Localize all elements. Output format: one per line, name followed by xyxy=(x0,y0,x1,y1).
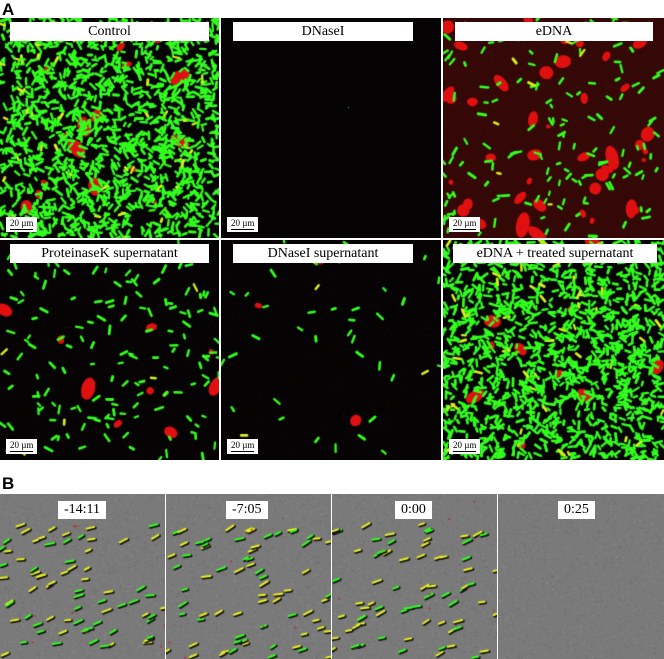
tile-label: DNaseI xyxy=(233,22,413,41)
scale-bar: 20 µm xyxy=(449,439,481,454)
scale-bar-line xyxy=(231,451,255,452)
micrograph-tile-edna-treated-supernatant: eDNA + treated supernatant 20 µm xyxy=(443,240,664,460)
scale-bar-label: 20 µm xyxy=(453,440,477,450)
timelapse-image xyxy=(0,494,165,659)
micrograph-image xyxy=(0,18,219,238)
micrograph-tile-dnasei: DNaseI 20 µm xyxy=(221,18,441,238)
scale-bar-label: 20 µm xyxy=(453,218,477,228)
micrograph-image xyxy=(443,18,664,238)
tile-label: eDNA xyxy=(455,22,653,41)
scale-bar-label: 20 µm xyxy=(231,440,255,450)
scale-bar: 20 µm xyxy=(6,217,38,232)
scale-bar-label: 20 µm xyxy=(10,440,34,450)
time-label: 0:25 xyxy=(558,501,595,519)
timelapse-frame-1: -14:11 xyxy=(0,494,165,659)
timelapse-image xyxy=(498,494,664,659)
tile-label: Control xyxy=(10,22,209,41)
time-label: 0:00 xyxy=(395,501,432,519)
scale-bar: 20 µm xyxy=(227,439,259,454)
tile-label: eDNA + treated supernatant xyxy=(453,244,657,263)
scale-bar-line xyxy=(453,451,477,452)
time-label: -14:11 xyxy=(58,501,107,519)
scale-bar-line xyxy=(10,229,34,230)
micrograph-tile-dnasei-supernatant: DNaseI supernatant 20 µm xyxy=(221,240,441,460)
tile-label: ProteinaseK supernatant xyxy=(10,244,209,263)
micrograph-image xyxy=(221,240,441,460)
micrograph-tile-control: Control 20 µm xyxy=(0,18,219,238)
scale-bar-label: 20 µm xyxy=(231,218,255,228)
tile-label: DNaseI supernatant xyxy=(233,244,413,263)
timelapse-image xyxy=(332,494,497,659)
scale-bar: 20 µm xyxy=(449,217,481,232)
micrograph-tile-edna: eDNA 20 µm xyxy=(443,18,664,238)
micrograph-image xyxy=(221,18,441,238)
scale-bar-label: 20 µm xyxy=(10,218,34,228)
timelapse-frame-4: 0:25 xyxy=(498,494,664,659)
scale-bar-line xyxy=(10,451,34,452)
micrograph-tile-proteinasek-supernatant: ProteinaseK supernatant 20 µm xyxy=(0,240,219,460)
timelapse-frame-3: 0:00 xyxy=(332,494,497,659)
time-label: -7:05 xyxy=(226,501,268,519)
micrograph-image xyxy=(0,240,219,460)
timelapse-image xyxy=(166,494,331,659)
scale-bar-line xyxy=(453,229,477,230)
micrograph-image xyxy=(443,240,664,460)
panel-b-letter: B xyxy=(2,474,15,493)
scale-bar: 20 µm xyxy=(6,439,38,454)
scale-bar: 20 µm xyxy=(227,217,259,232)
timelapse-frame-2: -7:05 xyxy=(166,494,331,659)
scale-bar-line xyxy=(231,229,255,230)
panel-a-letter: A xyxy=(2,0,15,19)
